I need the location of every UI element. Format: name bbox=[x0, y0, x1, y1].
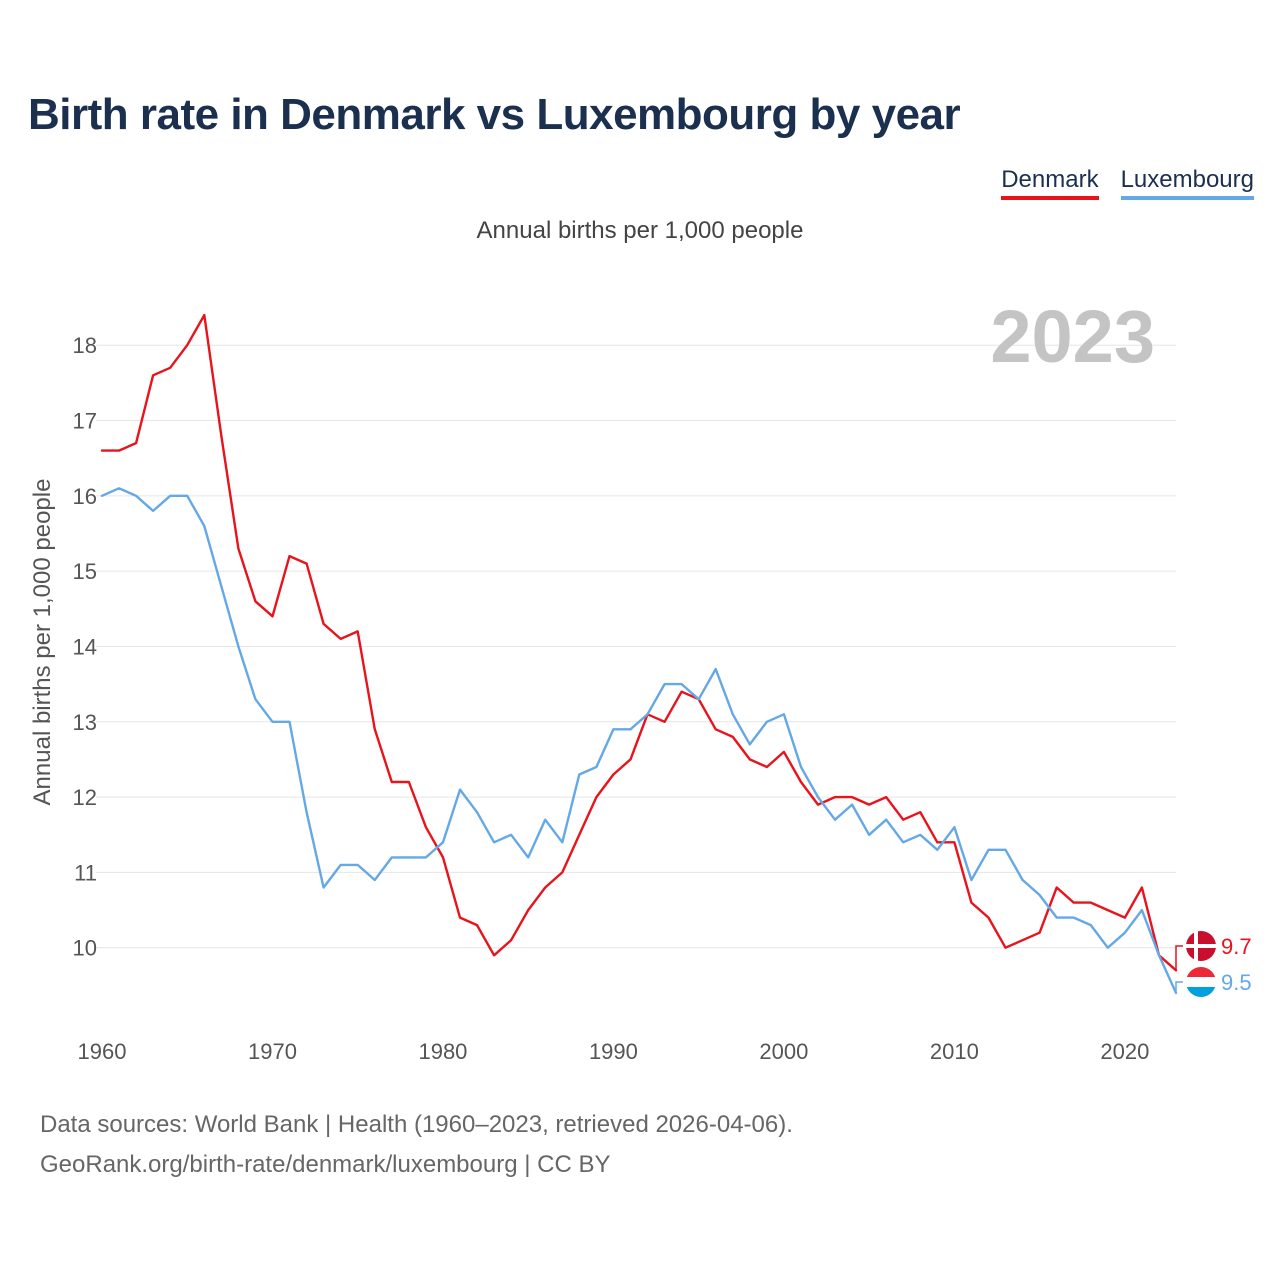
series-lines bbox=[100, 313, 1178, 995]
x-tick-label: 1960 bbox=[78, 1039, 127, 1064]
legend-item-luxembourg[interactable]: Luxembourg bbox=[1120, 166, 1254, 200]
x-tick-label: 1970 bbox=[248, 1039, 297, 1064]
end-markers: 9.79.5 bbox=[1175, 931, 1252, 997]
y-tick-label: 18 bbox=[73, 333, 97, 358]
x-tick-label: 1990 bbox=[589, 1039, 638, 1064]
gridlines bbox=[96, 344, 1176, 949]
luxembourg-flag-icon bbox=[1186, 967, 1216, 997]
y-tick-label: 12 bbox=[73, 785, 97, 810]
x-axis-ticks: 1960 1970 1980 1990 2000 2010 2020 bbox=[78, 1039, 1150, 1064]
y-tick-label: 14 bbox=[73, 634, 97, 659]
y-tick-label: 16 bbox=[73, 484, 97, 509]
y-axis-label: Annual births per 1,000 people bbox=[29, 479, 56, 806]
legend: Denmark Luxembourg bbox=[1001, 166, 1254, 200]
footer: Data sources: World Bank | Health (1960–… bbox=[40, 1105, 793, 1185]
y-tick-label: 11 bbox=[74, 860, 97, 885]
x-tick-label: 1980 bbox=[418, 1039, 467, 1064]
end-connector bbox=[1175, 981, 1183, 993]
year-watermark: 2023 bbox=[990, 295, 1155, 378]
series-line-denmark[interactable] bbox=[100, 313, 1178, 972]
end-value-label-denmark: 9.7 bbox=[1221, 934, 1252, 959]
chart-title: Birth rate in Denmark vs Luxembourg by y… bbox=[28, 90, 961, 139]
x-tick-label: 2010 bbox=[930, 1039, 979, 1064]
line-chart: 10 11 12 13 14 15 16 17 18 1960 1970 1980 1990 2000 2… bbox=[29, 295, 1252, 1064]
end-value-label-luxembourg: 9.5 bbox=[1221, 970, 1252, 995]
x-tick-label: 2020 bbox=[1100, 1039, 1149, 1064]
chart-subtitle: Annual births per 1,000 people bbox=[476, 217, 804, 244]
denmark-flag-icon bbox=[1186, 931, 1216, 961]
y-tick-label: 13 bbox=[73, 710, 97, 735]
y-axis-ticks: 10 11 12 13 14 15 16 17 18 bbox=[73, 333, 97, 961]
y-tick-label: 17 bbox=[73, 409, 97, 434]
series-line-luxembourg[interactable] bbox=[100, 487, 1178, 995]
y-tick-label: 15 bbox=[73, 559, 97, 584]
y-tick-label: 10 bbox=[73, 936, 97, 961]
footer-url[interactable]: GeoRank.org/birth-rate/denmark/luxembour… bbox=[40, 1151, 611, 1178]
x-tick-label: 2000 bbox=[759, 1039, 808, 1064]
end-connector bbox=[1175, 945, 1183, 971]
legend-item-denmark[interactable]: Denmark bbox=[1001, 166, 1099, 200]
footer-sources: Data sources: World Bank | Health (1960–… bbox=[40, 1111, 793, 1138]
